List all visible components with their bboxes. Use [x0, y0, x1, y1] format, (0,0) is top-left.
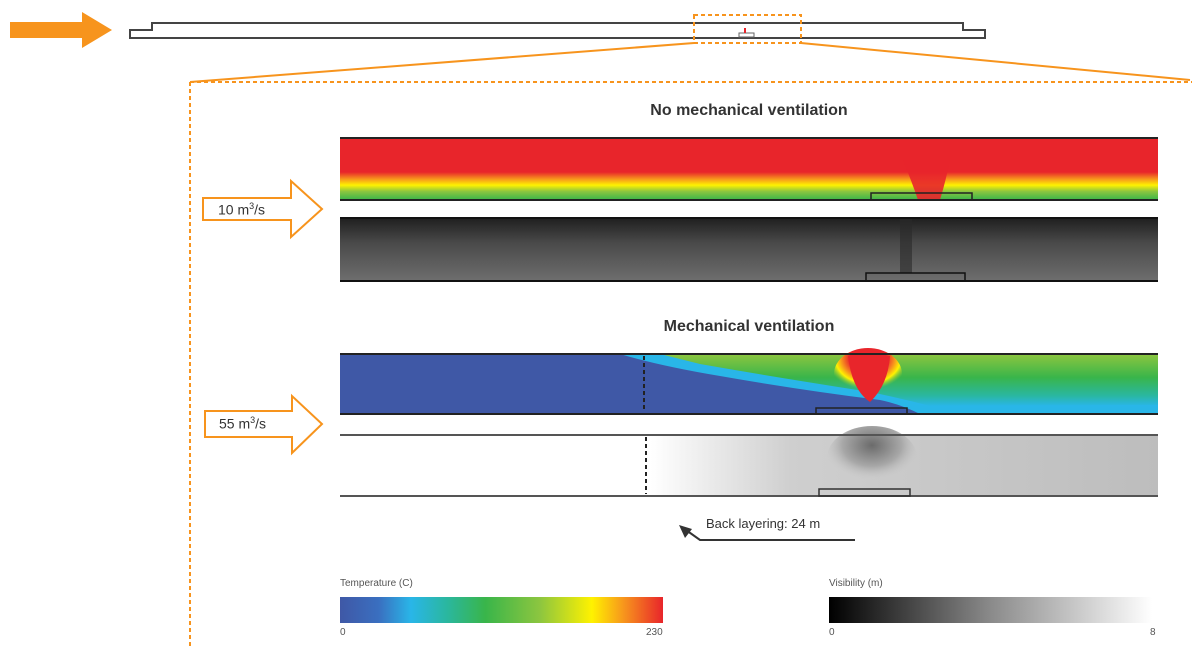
visibility-legend-min: 0: [829, 627, 835, 638]
tunnel-overview-outline: [129, 22, 986, 39]
visibility-legend-title: Visibility (m): [829, 578, 883, 589]
temperature-panel-mechanical-ventilation: [340, 348, 1158, 415]
flow-arrow-low-icon: [202, 178, 324, 240]
temperature-legend-max: 230: [646, 627, 663, 638]
panel-title-mechanical-ventilation: Mechanical ventilation: [663, 318, 835, 335]
visibility-colorbar: [829, 597, 1152, 623]
temperature-legend-title: Temperature (C): [340, 578, 413, 589]
visibility-legend-max: 8: [1150, 627, 1156, 638]
visibility-panel-no-ventilation: [340, 217, 1158, 282]
flow-label-high: 55 m3/s: [219, 415, 267, 432]
orange-arrow-icon: [10, 12, 112, 48]
temperature-panel-no-ventilation: [340, 137, 1158, 201]
panel-title-no-ventilation: No mechanical ventilation: [650, 102, 848, 119]
back-layering-arrow-icon: [685, 529, 855, 541]
zoom-box: [693, 14, 802, 44]
fire-location-marker: [738, 32, 755, 38]
flow-label-low: 10 m3/s: [218, 201, 266, 218]
temperature-colorbar: [340, 597, 663, 623]
back-layering-label: Back layering: 24 m: [706, 516, 821, 531]
temperature-legend-min: 0: [340, 627, 346, 638]
flow-arrow-high-icon: [204, 393, 324, 456]
visibility-panel-mechanical-ventilation: [340, 426, 1158, 497]
